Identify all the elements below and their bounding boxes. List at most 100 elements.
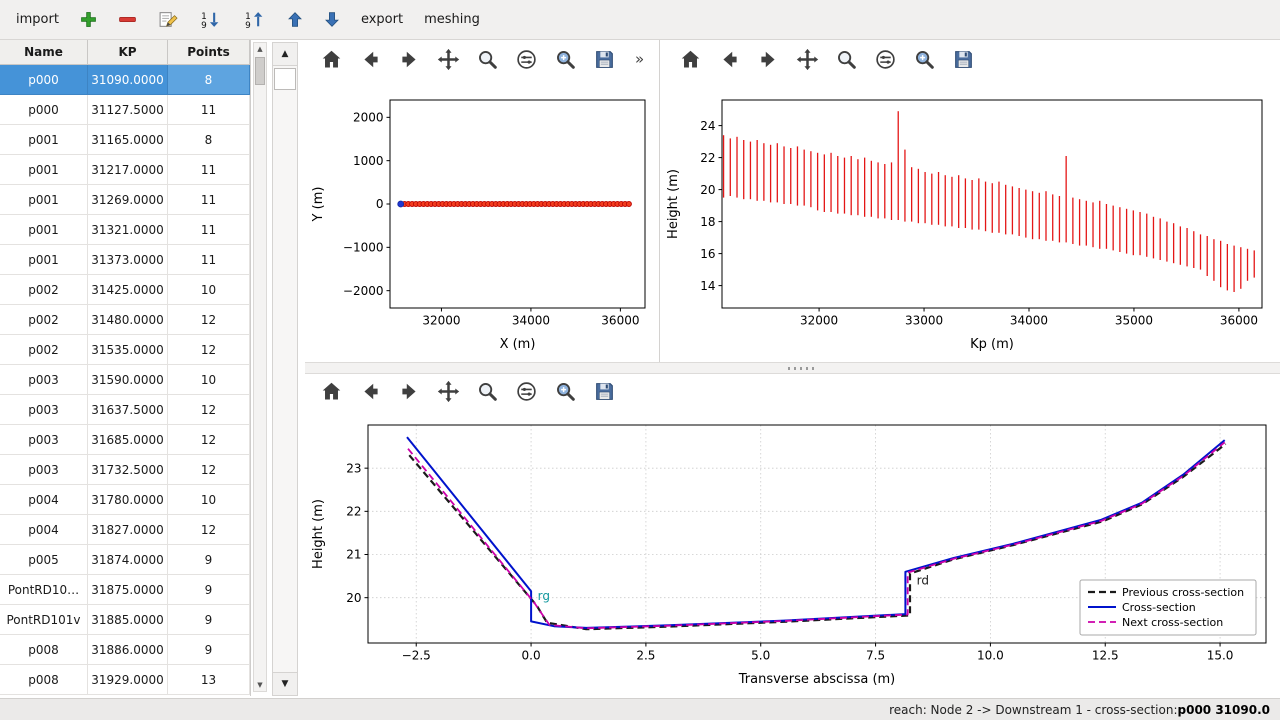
panel-scroll-down-button[interactable]: ▼ bbox=[273, 672, 297, 695]
cell-kp[interactable]: 31885.0000 bbox=[88, 605, 168, 635]
plan-view-canvas[interactable]: 320003400036000−2000−1000010002000X (m)Y… bbox=[305, 78, 659, 362]
table-row[interactable]: p00431827.000012 bbox=[0, 515, 250, 545]
cell-kp[interactable]: 31929.0000 bbox=[88, 665, 168, 695]
customize-button[interactable] bbox=[549, 44, 581, 74]
cell-kp[interactable]: 31732.5000 bbox=[88, 455, 168, 485]
cell-points[interactable]: 11 bbox=[168, 215, 250, 245]
pan-button[interactable] bbox=[432, 44, 464, 74]
table-row[interactable]: p00131373.000011 bbox=[0, 245, 250, 275]
horizontal-splitter[interactable] bbox=[305, 362, 1280, 374]
table-row[interactable]: p00131165.00008 bbox=[0, 125, 250, 155]
cell-kp[interactable]: 31480.0000 bbox=[88, 305, 168, 335]
table-row[interactable]: p00831929.000013 bbox=[0, 665, 250, 695]
forward-button[interactable] bbox=[393, 44, 425, 74]
zoom-button[interactable] bbox=[471, 44, 503, 74]
home-button[interactable] bbox=[315, 44, 347, 74]
table-row[interactable]: PontRD101v31885.00009 bbox=[0, 605, 250, 635]
cell-name[interactable]: PontRD10… bbox=[0, 575, 88, 605]
edit-cross-section-button[interactable] bbox=[154, 8, 182, 31]
panel-scroll-up-button[interactable]: ▲ bbox=[273, 43, 297, 66]
panel-scrollbar-thumb[interactable] bbox=[274, 68, 296, 90]
scroll-up-icon[interactable]: ▲ bbox=[254, 44, 266, 54]
cell-points[interactable]: 11 bbox=[168, 245, 250, 275]
cell-points[interactable]: 9 bbox=[168, 605, 250, 635]
cell-name[interactable]: p008 bbox=[0, 665, 88, 695]
forward-button[interactable] bbox=[393, 376, 425, 406]
cell-name[interactable]: p005 bbox=[0, 545, 88, 575]
pan-button[interactable] bbox=[791, 44, 823, 74]
cell-name[interactable]: p002 bbox=[0, 335, 88, 365]
cell-points[interactable]: 10 bbox=[168, 365, 250, 395]
cell-name[interactable]: p001 bbox=[0, 215, 88, 245]
cell-name[interactable]: p004 bbox=[0, 485, 88, 515]
cell-kp[interactable]: 31269.0000 bbox=[88, 185, 168, 215]
cell-points[interactable]: 11 bbox=[168, 95, 250, 125]
column-header-name[interactable]: Name bbox=[0, 40, 88, 64]
home-button[interactable] bbox=[674, 44, 706, 74]
table-row[interactable]: p00331590.000010 bbox=[0, 365, 250, 395]
cell-points[interactable]: 9 bbox=[168, 575, 250, 605]
table-row[interactable]: p00131269.000011 bbox=[0, 185, 250, 215]
splitter-handle[interactable] bbox=[788, 367, 816, 370]
cell-points[interactable]: 11 bbox=[168, 155, 250, 185]
cell-kp[interactable]: 31780.0000 bbox=[88, 485, 168, 515]
cell-kp[interactable]: 31637.5000 bbox=[88, 395, 168, 425]
cell-name[interactable]: p001 bbox=[0, 245, 88, 275]
cross-section-canvas[interactable]: −2.50.02.55.07.510.012.515.020212223Tran… bbox=[305, 408, 1280, 696]
save-button[interactable] bbox=[947, 44, 979, 74]
cell-points[interactable]: 11 bbox=[168, 185, 250, 215]
cell-kp[interactable]: 31590.0000 bbox=[88, 365, 168, 395]
sort-ascending-button[interactable]: 19 bbox=[239, 8, 270, 31]
customize-button[interactable] bbox=[908, 44, 940, 74]
table-scrollbar-thumb[interactable] bbox=[255, 57, 265, 85]
cell-name[interactable]: p001 bbox=[0, 125, 88, 155]
zoom-button[interactable] bbox=[830, 44, 862, 74]
move-up-button[interactable] bbox=[283, 9, 307, 30]
cell-kp[interactable]: 31090.0000 bbox=[88, 65, 168, 95]
cell-name[interactable]: p000 bbox=[0, 65, 88, 95]
table-row[interactable]: p00331637.500012 bbox=[0, 395, 250, 425]
cell-kp[interactable]: 31685.0000 bbox=[88, 425, 168, 455]
table-row[interactable]: p00031090.00008 bbox=[0, 65, 250, 95]
scroll-down-icon[interactable]: ▼ bbox=[254, 680, 266, 690]
export-button[interactable]: export bbox=[357, 10, 407, 29]
toolbar-overflow-button[interactable]: » bbox=[629, 49, 650, 69]
back-button[interactable] bbox=[713, 44, 745, 74]
cell-kp[interactable]: 31373.0000 bbox=[88, 245, 168, 275]
table-row[interactable]: p00431780.000010 bbox=[0, 485, 250, 515]
zoom-button[interactable] bbox=[471, 376, 503, 406]
save-button[interactable] bbox=[588, 376, 620, 406]
import-button[interactable]: import bbox=[12, 10, 63, 29]
table-row[interactable]: p00331685.000012 bbox=[0, 425, 250, 455]
cell-kp[interactable]: 31321.0000 bbox=[88, 215, 168, 245]
cell-name[interactable]: p008 bbox=[0, 635, 88, 665]
cell-name[interactable]: p003 bbox=[0, 365, 88, 395]
table-row[interactable]: p00131321.000011 bbox=[0, 215, 250, 245]
cell-points[interactable]: 8 bbox=[168, 65, 250, 95]
cell-points[interactable]: 9 bbox=[168, 635, 250, 665]
cell-points[interactable]: 10 bbox=[168, 485, 250, 515]
cell-points[interactable]: 12 bbox=[168, 425, 250, 455]
panel-scrollbar[interactable]: ▲ ▼ bbox=[272, 42, 298, 696]
add-cross-section-button[interactable] bbox=[76, 9, 101, 30]
cell-kp[interactable]: 31535.0000 bbox=[88, 335, 168, 365]
table-scrollbar[interactable]: ▲ ▼ bbox=[253, 42, 267, 692]
table-row[interactable]: p00131217.000011 bbox=[0, 155, 250, 185]
cell-kp[interactable]: 31886.0000 bbox=[88, 635, 168, 665]
cell-name[interactable]: p001 bbox=[0, 155, 88, 185]
cell-points[interactable]: 8 bbox=[168, 125, 250, 155]
cell-kp[interactable]: 31165.0000 bbox=[88, 125, 168, 155]
cell-points[interactable]: 13 bbox=[168, 665, 250, 695]
cell-name[interactable]: p002 bbox=[0, 305, 88, 335]
cell-kp[interactable]: 31425.0000 bbox=[88, 275, 168, 305]
cell-kp[interactable]: 31827.0000 bbox=[88, 515, 168, 545]
cell-points[interactable]: 12 bbox=[168, 395, 250, 425]
cell-kp[interactable]: 31217.0000 bbox=[88, 155, 168, 185]
table-row[interactable]: p00331732.500012 bbox=[0, 455, 250, 485]
table-row[interactable]: p00231480.000012 bbox=[0, 305, 250, 335]
column-header-kp[interactable]: KP bbox=[88, 40, 168, 64]
cell-name[interactable]: p003 bbox=[0, 455, 88, 485]
subplots-button[interactable] bbox=[869, 44, 901, 74]
customize-button[interactable] bbox=[549, 376, 581, 406]
subplots-button[interactable] bbox=[510, 44, 542, 74]
